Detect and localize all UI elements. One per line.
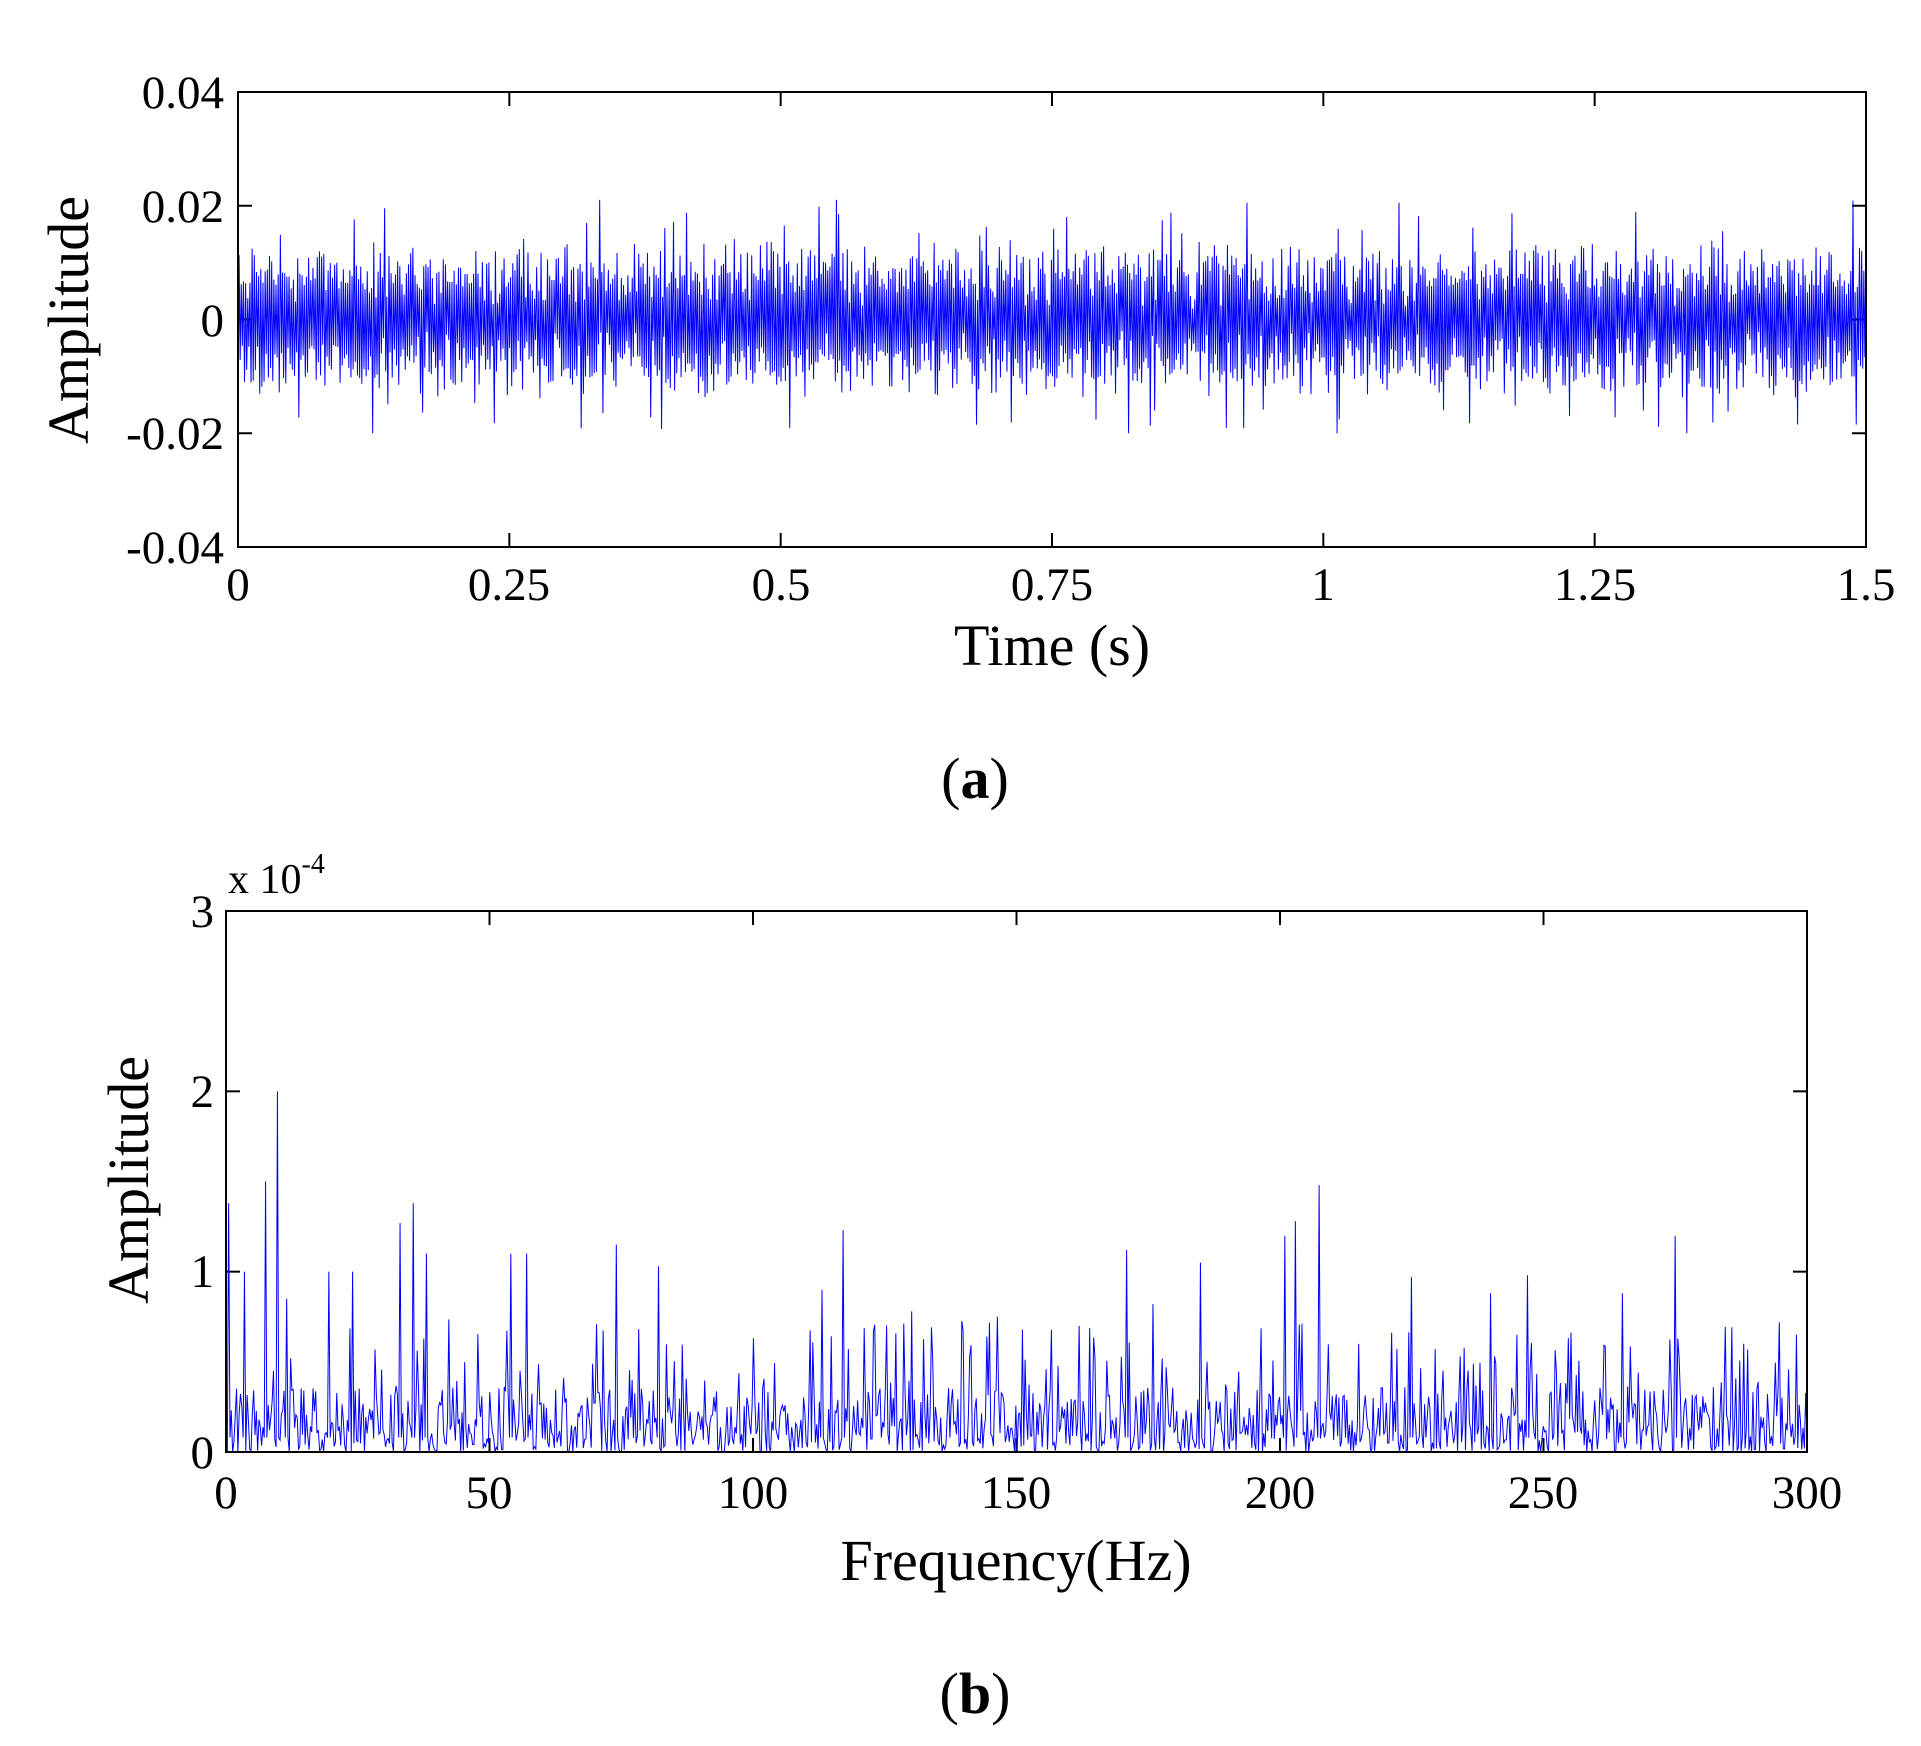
panel-a-xtick-label: 0.75 xyxy=(1011,559,1093,611)
panel-b: x 10-4 3 2 1 0 0 50 100 150 200 250 300 … xyxy=(96,849,1842,1726)
panel-b-xaxis-label: Frequency(Hz) xyxy=(840,1528,1191,1593)
panel-a-ytick-label: 0 xyxy=(201,295,225,347)
panel-b-xtick-label: 200 xyxy=(1245,1467,1316,1519)
panel-b-xtick-label: 300 xyxy=(1772,1467,1843,1519)
panel-b-ytick-label: 3 xyxy=(191,886,215,938)
panel-b-spectrum-line xyxy=(225,1091,1808,1454)
panel-b-caption: (b) xyxy=(940,1661,1011,1726)
panel-a-caption: (a) xyxy=(941,746,1009,811)
panel-b-xtick-label: 100 xyxy=(718,1467,789,1519)
panel-b-xtick-label: 0 xyxy=(214,1467,238,1519)
panel-a-xtick-label: 1.25 xyxy=(1554,559,1636,611)
panel-b-xtick-label: 50 xyxy=(466,1467,513,1519)
panel-a-plot-frame xyxy=(237,91,1867,548)
panel-a-ytick-label: 0.02 xyxy=(142,181,224,233)
panel-b-ticks xyxy=(225,910,1808,1453)
panel-b-ytick-label: 0 xyxy=(191,1427,215,1479)
panel-a-xtick-label: 0.25 xyxy=(468,559,550,611)
panel-b-xtick-label: 150 xyxy=(981,1467,1052,1519)
panel-b-scale-note: x 10-4 xyxy=(228,849,325,903)
panel-a-signal-line xyxy=(237,199,1867,434)
panel-a-xtick-label: 1 xyxy=(1311,559,1335,611)
panel-b-ytick-label: 2 xyxy=(191,1066,215,1118)
panel-a: 0.04 0.02 0 -0.02 -0.04 0 0.25 0.5 0.75 … xyxy=(36,67,1895,811)
panel-a-ytick-label: -0.02 xyxy=(126,408,224,460)
panel-a-yaxis-label: Amplitude xyxy=(36,196,101,444)
panel-a-xtick-label: 0 xyxy=(226,559,250,611)
panel-b-ytick-label: 1 xyxy=(191,1246,215,1298)
panel-b-xtick-label: 250 xyxy=(1508,1467,1579,1519)
panel-a-xtick-label: 0.5 xyxy=(752,559,811,611)
panel-a-xaxis-label: Time (s) xyxy=(954,613,1150,678)
panel-b-plot-frame xyxy=(225,910,1808,1453)
panel-a-xtick-label: 1.5 xyxy=(1837,559,1896,611)
panel-a-ytick-label: -0.04 xyxy=(126,522,224,574)
panel-b-yaxis-label: Amplitude xyxy=(96,1056,161,1304)
panel-a-ytick-label: 0.04 xyxy=(142,67,224,119)
